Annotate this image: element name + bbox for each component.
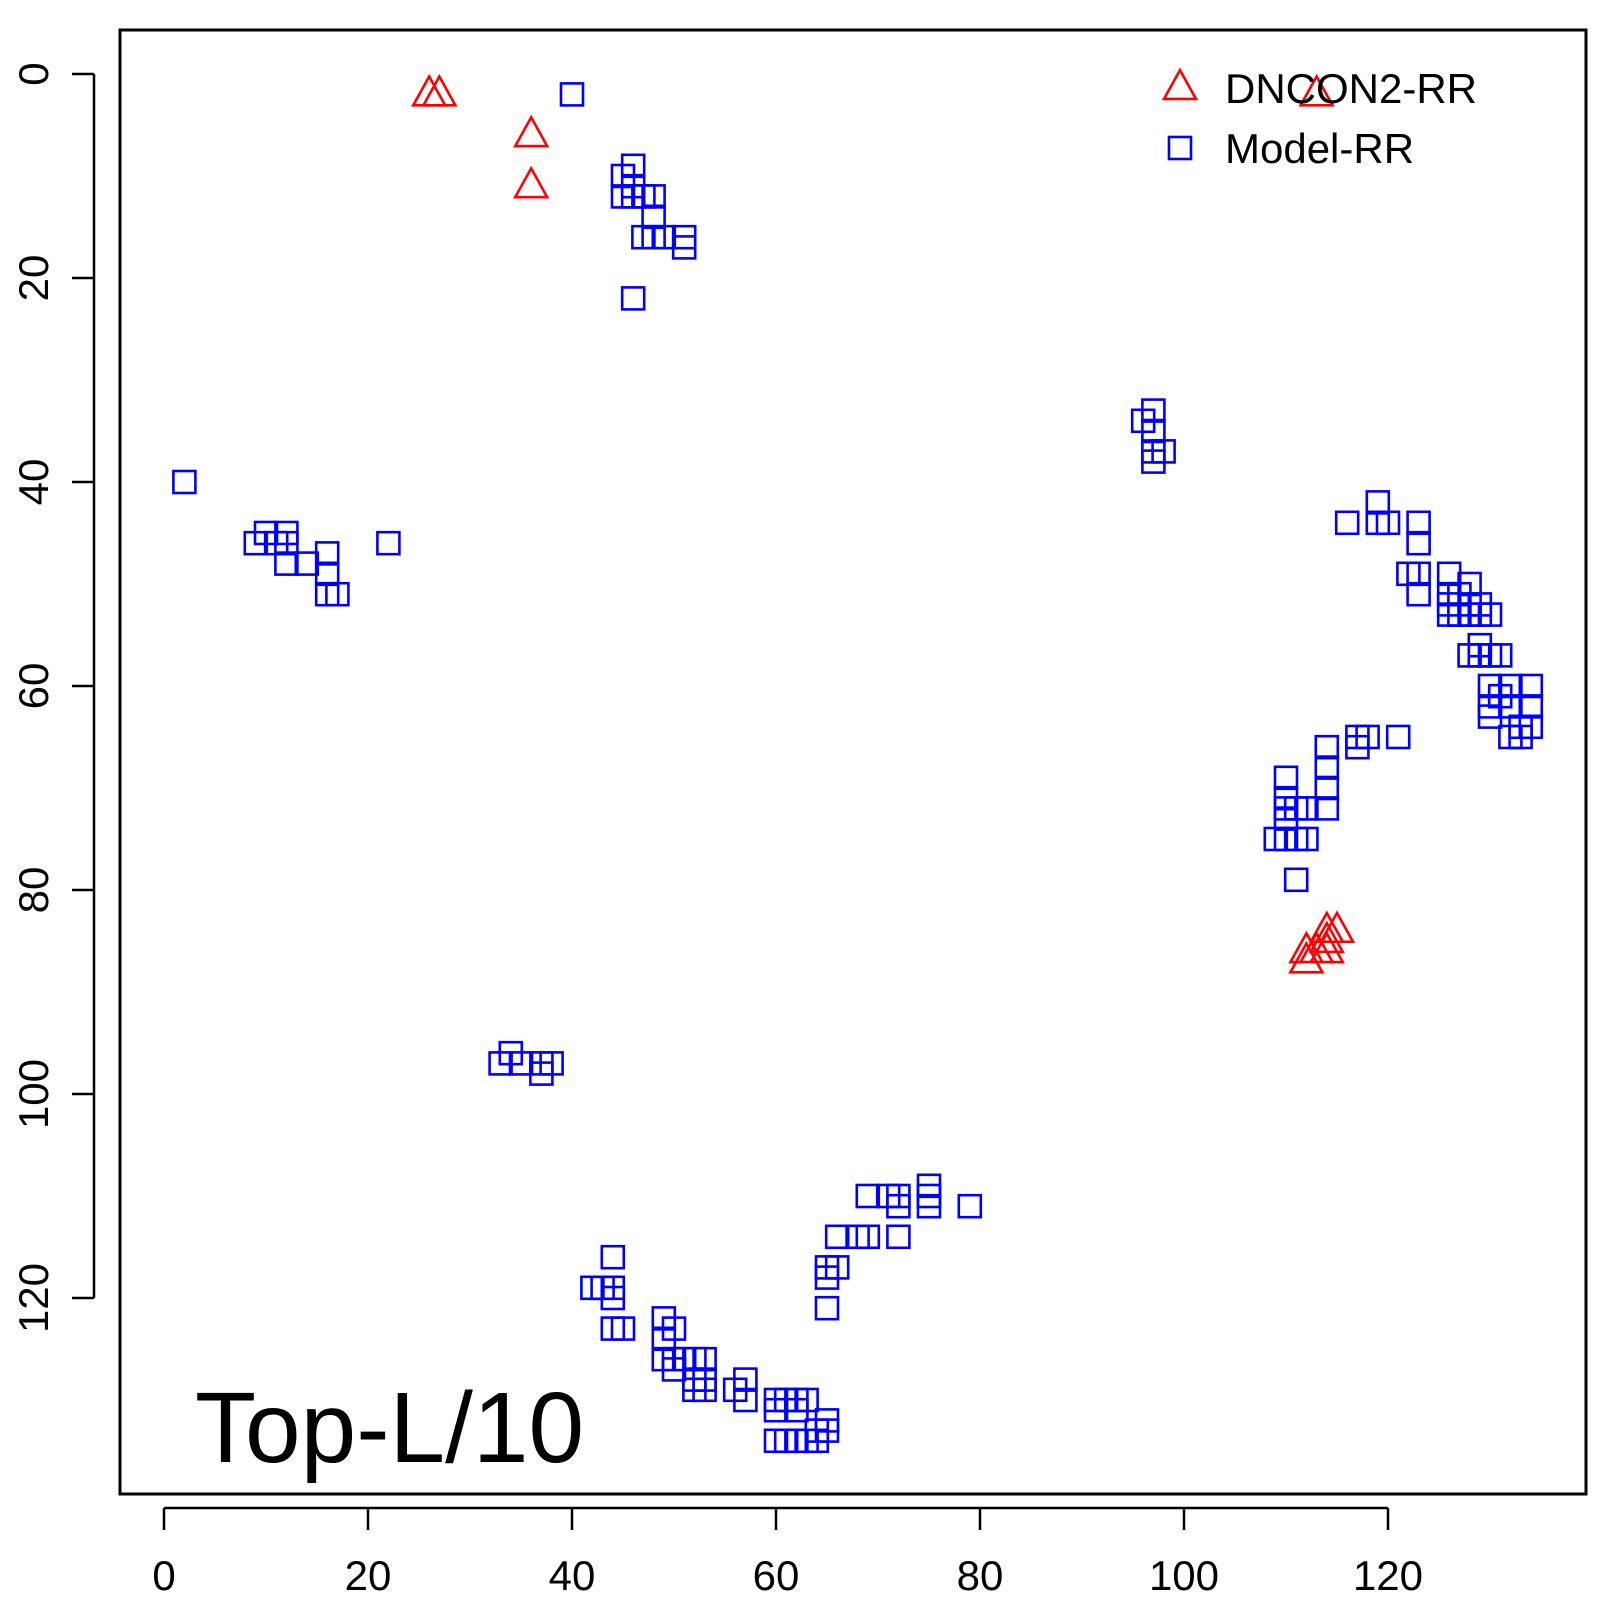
model-rr-point [671,235,697,260]
model-rr-point [1151,439,1176,464]
model-rr-point [1365,490,1391,515]
model-rr-point [1283,867,1309,893]
y-tick-label: 80 [10,867,57,914]
model-rr-point [620,286,646,311]
model-rr-point [1273,765,1299,791]
model-rr-point [539,1051,564,1076]
model-rr-point [1406,581,1431,607]
model-rr-point [1294,826,1319,852]
model-rr-point [325,581,350,607]
plot-frame [118,28,1588,1496]
model-rr-point [559,82,585,107]
model-rr-point [274,551,299,576]
dncon2-rr-point [1308,920,1346,954]
x-tick-label: 60 [753,1552,800,1599]
model-rr-point [1141,398,1166,423]
dncon2-rr-point [1308,930,1346,964]
model-rr-point [1355,724,1380,750]
model-rr-point [1314,775,1340,801]
model-rr-point [916,1193,942,1219]
model-rr-point [692,1377,717,1403]
panel-annotation: Top-L/10 [195,1372,584,1484]
model-rr-point [1498,673,1523,699]
y-tick-label: 100 [10,1059,57,1129]
model-rr-point [1477,602,1503,627]
legend: DNCON2-RR Model-RR [1161,65,1477,172]
model-rr-point [1518,714,1544,740]
dncon2-rr-point [1318,910,1356,944]
model-rr-point [314,541,340,566]
dncon2-rr-point [512,165,550,199]
model-rr-point [1518,673,1544,699]
model-rr-point [641,184,666,209]
model-rr-point [172,469,197,495]
dncon2-rr-point [421,73,458,107]
legend-symbol [1161,67,1199,101]
model-rr-point [1436,561,1462,587]
legend-label: Model-RR [1225,125,1414,172]
y-tick-label: 120 [10,1263,57,1333]
legend-symbol [1167,135,1193,161]
x-tick-label: 80 [957,1552,1004,1599]
dncon2-rr-point [512,114,550,148]
model-rr-point [733,1387,758,1413]
y-tick-label: 40 [10,459,57,506]
model-rr-point [957,1193,983,1219]
x-axis: 0 20 40 60 80 100 120 [152,1506,1423,1599]
model-rr-point [814,1418,840,1443]
model-rr-point [1375,510,1401,536]
model-rr-point [1518,694,1544,719]
model-rr-point [824,1255,850,1280]
x-tick-label: 120 [1353,1552,1423,1599]
model-rr-point [641,204,666,230]
model-rr-point [824,1224,850,1250]
model-rr-point [314,561,340,587]
y-axis: 0 20 40 60 80 100 120 [10,62,96,1333]
model-rr-point [794,1387,819,1413]
model-rr-point [1314,755,1340,780]
dncon2-rr-point [1298,73,1335,107]
model-rr-point [1406,510,1431,536]
model-rr-point [855,1183,881,1209]
model-rr-point [692,1346,717,1372]
model-rr-point [1406,561,1431,587]
data-marks [172,73,1544,1454]
y-tick-label: 60 [10,663,57,710]
model-rr-point [600,1244,626,1270]
model-rr-point [814,1295,840,1321]
model-rr-point [733,1367,758,1392]
model-rr-point [376,530,401,556]
model-rr-point [886,1193,911,1219]
model-rr-point [610,1316,636,1341]
model-rr-point [274,530,299,556]
legend-label: DNCON2-RR [1225,65,1477,112]
x-tick-label: 0 [152,1552,175,1599]
model-rr-point [855,1224,881,1250]
y-tick-label: 0 [10,62,57,85]
model-rr-point [600,1285,626,1311]
x-tick-label: 40 [549,1552,596,1599]
y-tick-label: 20 [10,255,57,302]
model-rr-point [1406,530,1431,556]
model-rr-point [294,551,320,576]
x-tick-label: 100 [1149,1552,1219,1599]
model-rr-point [661,1316,687,1341]
x-tick-label: 20 [345,1552,392,1599]
model-rr-point [620,153,646,179]
model-rr-point [1314,796,1340,821]
model-rr-point [1487,643,1513,668]
model-rr-point [1385,724,1411,750]
model-rr-point [1314,734,1340,760]
model-rr-point [886,1224,911,1250]
model-rr-point [1294,796,1319,821]
model-rr-point [1334,510,1360,536]
